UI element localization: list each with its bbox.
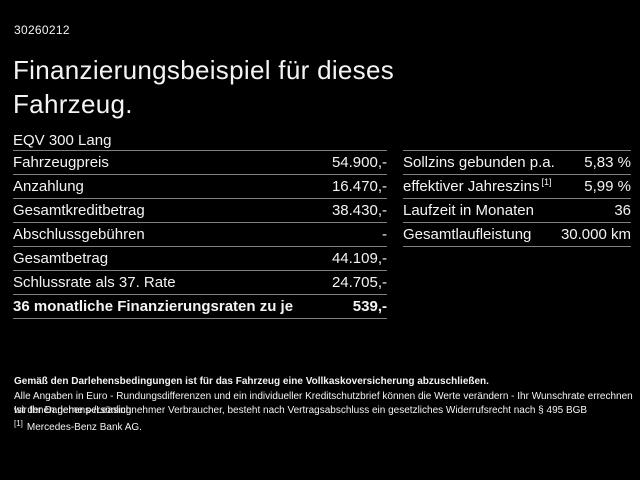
page-title-line1: Finanzierungsbeispiel für dieses [13,55,395,85]
row-label: Fahrzeugpreis [13,154,109,171]
row-label: effektiver Jahreszins [1] [403,177,552,196]
row-label: Schlussrate als 37. Rate [13,274,176,291]
row-label: Laufzeit in Monaten [403,202,534,219]
table-row: Fahrzeugpreis 54.900,- [13,151,387,175]
row-label: Sollzins gebunden p.a. [403,154,555,171]
row-label: 36 monatliche Finanzierungsraten zu je [13,298,294,315]
row-value: 36 [614,202,631,219]
table-row: Gesamtkreditbetrag 38.430,- [13,199,387,223]
footnote-text: Mercedes-Benz Bank AG. [26,422,142,433]
table-row: Sollzins gebunden p.a. 5,83 % [403,151,631,175]
row-value: 16.470,- [331,178,387,195]
table-row: Abschlussgebühren - [13,223,387,247]
footer-insurance-notice: Gemäß den Darlehensbedingungen ist für d… [14,376,489,387]
row-value: 38.430,- [331,202,387,219]
table-row: Laufzeit in Monaten 36 [403,199,631,223]
row-value: - [382,226,387,243]
reference-number: 30260212 [14,23,70,37]
footer-disclaimer-line2: Ist der Darlehens-/Leasingnehmer Verbrau… [14,405,588,416]
vehicle-model: EQV 300 Lang [13,131,112,149]
footer-footnote: [1] Mercedes-Benz Bank AG. [14,418,634,435]
monthly-rate-row: 36 monatliche Finanzierungsraten zu je 5… [13,295,387,319]
page-title: Finanzierungsbeispiel für dieses Fahrzeu… [13,53,394,121]
row-value: 30.000 km [560,226,631,243]
row-value: 5,99 % [584,178,631,195]
row-value: 5,83 % [584,154,631,171]
row-label: Abschlussgebühren [13,226,145,243]
footer-disclaimer-line1: Alle Angaben in Euro - Rundungsdifferenz… [14,391,633,416]
row-label: Gesamtbetrag [13,250,109,267]
row-value: 539,- [352,298,387,315]
row-value: 54.900,- [331,154,387,171]
row-label: Anzahlung [13,178,84,195]
footnote-marker: [1] [14,418,23,428]
row-value: 24.705,- [331,274,387,291]
table-row: Schlussrate als 37. Rate 24.705,- [13,271,387,295]
table-row: Gesamtlaufleistung 30.000 km [403,223,631,247]
table-row: Anzahlung 16.470,- [13,175,387,199]
financing-table-right: Sollzins gebunden p.a. 5,83 % effektiver… [403,150,631,247]
page-title-line2: Fahrzeug. [13,89,133,119]
row-value: 44.109,- [331,250,387,267]
table-row: Gesamtbetrag 44.109,- [13,247,387,271]
vehicle-model-row: EQV 300 Lang [13,130,387,151]
row-label: Gesamtkreditbetrag [13,202,145,219]
row-label: Gesamtlaufleistung [403,226,532,243]
financing-table-left: EQV 300 Lang Fahrzeugpreis 54.900,- Anza… [13,130,387,319]
table-row: effektiver Jahreszins [1] 5,99 % [403,175,631,199]
footnote-reference-superscript: [1] [541,177,552,187]
